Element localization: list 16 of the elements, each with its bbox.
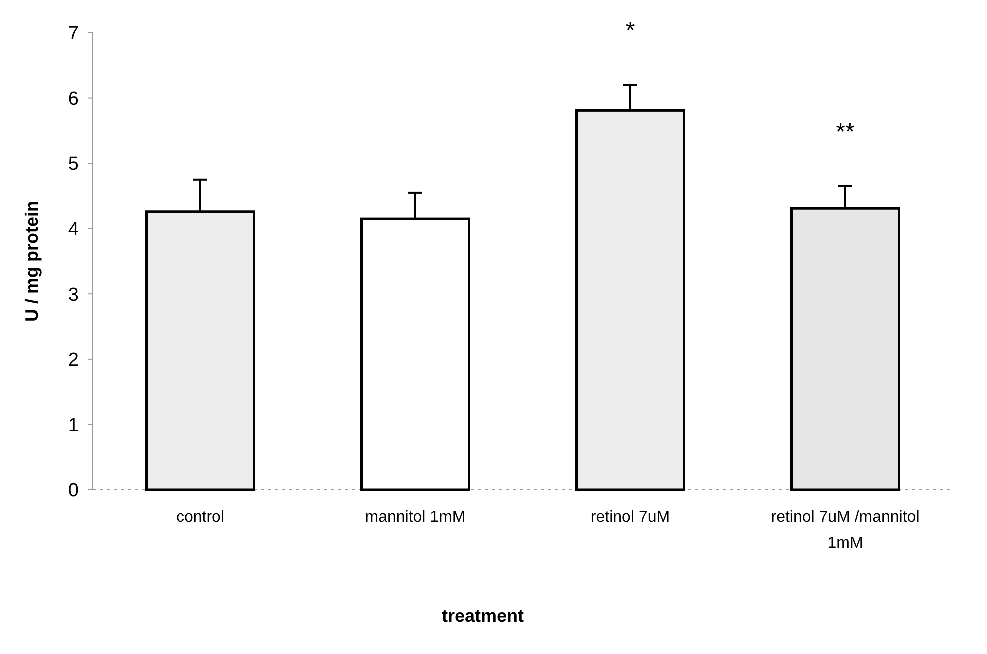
x-tick-label: retinol 7uM /mannitol 1mM (771, 509, 920, 552)
y-tick-label: 3 (68, 284, 79, 306)
y-tick-label: 4 (68, 220, 80, 241)
y-tick-label: 6 (68, 88, 79, 110)
y-tick-label: 1 (68, 415, 79, 436)
y-tick-label: 5 (68, 154, 79, 176)
annotation: ** (836, 118, 855, 146)
y-axis-title: U / mg protein (22, 201, 42, 322)
y-tick-label: 0 (68, 480, 79, 502)
x-tick-label: mannitol 1mM (365, 509, 466, 526)
annotation: * (626, 18, 636, 45)
x-tick-label: control (176, 509, 225, 526)
y-tick-label: 2 (68, 350, 79, 372)
x-axis-title: treatment (442, 606, 524, 626)
x-tick-label: retinol 7uM (590, 509, 670, 526)
y-tick-label: 7 (68, 24, 79, 45)
